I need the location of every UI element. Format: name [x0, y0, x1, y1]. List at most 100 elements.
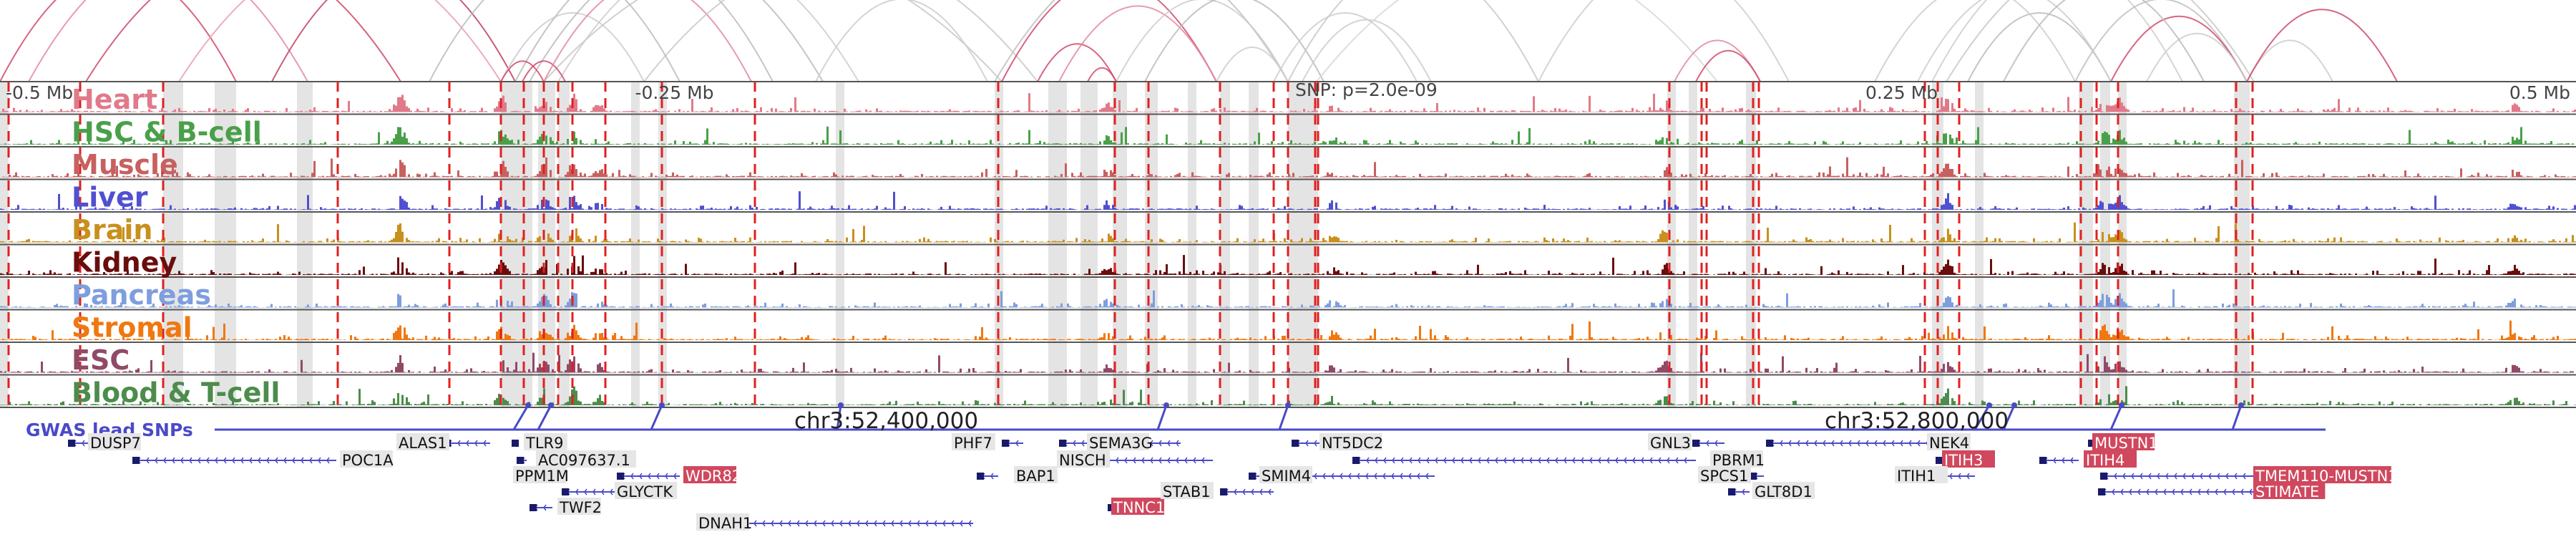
gene-label: STAB1 [1163, 483, 1211, 500]
gene-strand-arrow [630, 473, 634, 480]
gene-model[interactable]: NEK4 [1766, 433, 1971, 452]
gene-exon [1292, 440, 1299, 447]
gene-strand-arrow [610, 488, 613, 495]
gene-strand-arrow [457, 440, 461, 447]
loop-arc [529, 0, 824, 82]
gene-exon [977, 473, 984, 480]
gene-strand-arrow [779, 520, 783, 527]
gene-strand-arrow [1167, 457, 1171, 464]
loop-arc [1037, 43, 1117, 82]
gene-strand-arrow [1624, 457, 1627, 464]
gene-label: GLYCTK [617, 483, 673, 500]
gene-strand-arrow [865, 520, 869, 527]
gene-model[interactable]: WDR82 [617, 466, 741, 485]
gene-strand-arrow [1589, 457, 1593, 464]
gene-label: SPCS1 [1700, 468, 1748, 485]
gene-label-background [557, 498, 601, 515]
gene-strand-arrow [1675, 457, 1679, 464]
gene-model[interactable]: PHF7 [952, 433, 1023, 452]
gene-model[interactable]: POC1A [132, 450, 394, 469]
gene-model[interactable]: ITIH4 [2039, 450, 2137, 469]
gene-strand-arrow [318, 457, 321, 464]
gene-strand-arrow [925, 520, 929, 527]
gene-model[interactable]: ALAS1 [396, 433, 490, 452]
gene-strand-arrow [283, 457, 287, 464]
gene-model[interactable]: MUSTN1 [2088, 433, 2158, 452]
gene-label-background [1014, 466, 1058, 483]
gene-strand-arrow [1418, 457, 1421, 464]
gene-model[interactable]: TWF2 [530, 498, 602, 516]
gene-model[interactable]: SMIM4 [1249, 466, 1435, 485]
gene-strand-arrow [1452, 457, 1455, 464]
gene-model[interactable]: TLR9 [512, 433, 567, 452]
gene-label: GLT8D1 [1755, 483, 1813, 500]
gene-label-background [1752, 482, 1815, 499]
gene-model[interactable]: TNNC1 [1108, 498, 1165, 516]
gene-model[interactable]: STAB1 [1161, 482, 1274, 500]
gene-strand-arrow [1780, 440, 1783, 447]
gene-strand-arrow [2243, 473, 2246, 480]
gene-model[interactable]: DNAH1 [696, 513, 973, 532]
track-label: Heart [72, 84, 157, 115]
gene-strand-arrow [942, 520, 946, 527]
loop-arc [2003, 0, 2205, 82]
loop-arc [2146, 32, 2248, 82]
gene-strand-arrow [1684, 457, 1687, 464]
gene-label-background [524, 433, 567, 450]
gene-strand-arrow [146, 457, 150, 464]
loop-arc [1538, 0, 1790, 82]
gene-strand-arrow [2200, 473, 2203, 480]
gene-model[interactable]: TMEM110-MUSTN1 [2100, 466, 2398, 485]
gene-model[interactable]: DUSP7 [68, 433, 141, 452]
gene-strand-arrow [1546, 457, 1550, 464]
gene-model[interactable]: SPCS1 [1698, 466, 1764, 485]
gene-model[interactable]: BAP1 [977, 466, 1058, 485]
gene-strand-arrow [1365, 473, 1369, 480]
gene-strand-arrow [848, 520, 852, 527]
gene-strand-arrow [1417, 473, 1420, 480]
gene-strand-arrow [466, 440, 469, 447]
loop-arc [2110, 16, 2248, 82]
gene-label-highlight [683, 466, 736, 483]
gene-model[interactable]: NT5DC2 [1292, 433, 1383, 452]
gene-model[interactable]: ITIH1 [1895, 466, 1975, 485]
gene-strand-arrow [155, 457, 158, 464]
loop-arcs-layer [0, 0, 2398, 82]
gene-label-background [1648, 433, 1692, 450]
gene-model[interactable]: STIMATE [2098, 482, 2326, 500]
gene-strand-arrow [1374, 473, 1377, 480]
gwas-snp-stem [1278, 405, 1289, 430]
signal-track [0, 276, 2576, 308]
gene-model[interactable]: SEMA3G [1059, 433, 1181, 452]
gene-model[interactable]: ITIH3 [1936, 450, 1995, 469]
gene-strand-arrow [990, 473, 994, 480]
gene-strand-arrow [2165, 473, 2169, 480]
gene-strand-arrow [2155, 488, 2158, 495]
gene-strand-arrow [1555, 457, 1558, 464]
gwas-snp-stem [1156, 405, 1168, 430]
gene-strand-arrow [1150, 457, 1153, 464]
gene-strand-arrow [2180, 488, 2184, 495]
loop-arc [28, 0, 308, 82]
gene-exon [617, 473, 624, 480]
loop-arc [2246, 39, 2333, 82]
gene-model[interactable]: GLYCTK [562, 482, 678, 500]
gwas-snp-point [525, 402, 531, 408]
gene-strand-arrow [2131, 473, 2135, 480]
gene-model[interactable]: GNL3 [1648, 433, 1724, 452]
gene-strand-arrow [1176, 440, 1179, 447]
gene-strand-arrow [326, 457, 330, 464]
gene-strand-arrow [951, 520, 955, 527]
gene-strand-arrow [292, 457, 296, 464]
gene-strand-arrow [2129, 488, 2132, 495]
gene-label: ITIH4 [2086, 452, 2124, 469]
gene-label-highlight [2084, 450, 2137, 468]
gene-strand-arrow [673, 473, 677, 480]
gene-model[interactable]: NISCH [1057, 450, 1213, 469]
gene-strand-arrow [2163, 488, 2167, 495]
gene-strand-arrow [1581, 457, 1584, 464]
gene-label-background [952, 433, 995, 450]
gene-strand-arrow [1598, 457, 1601, 464]
gene-model[interactable]: PPM1M [513, 466, 569, 485]
gene-model[interactable]: GLT8D1 [1728, 482, 1815, 500]
